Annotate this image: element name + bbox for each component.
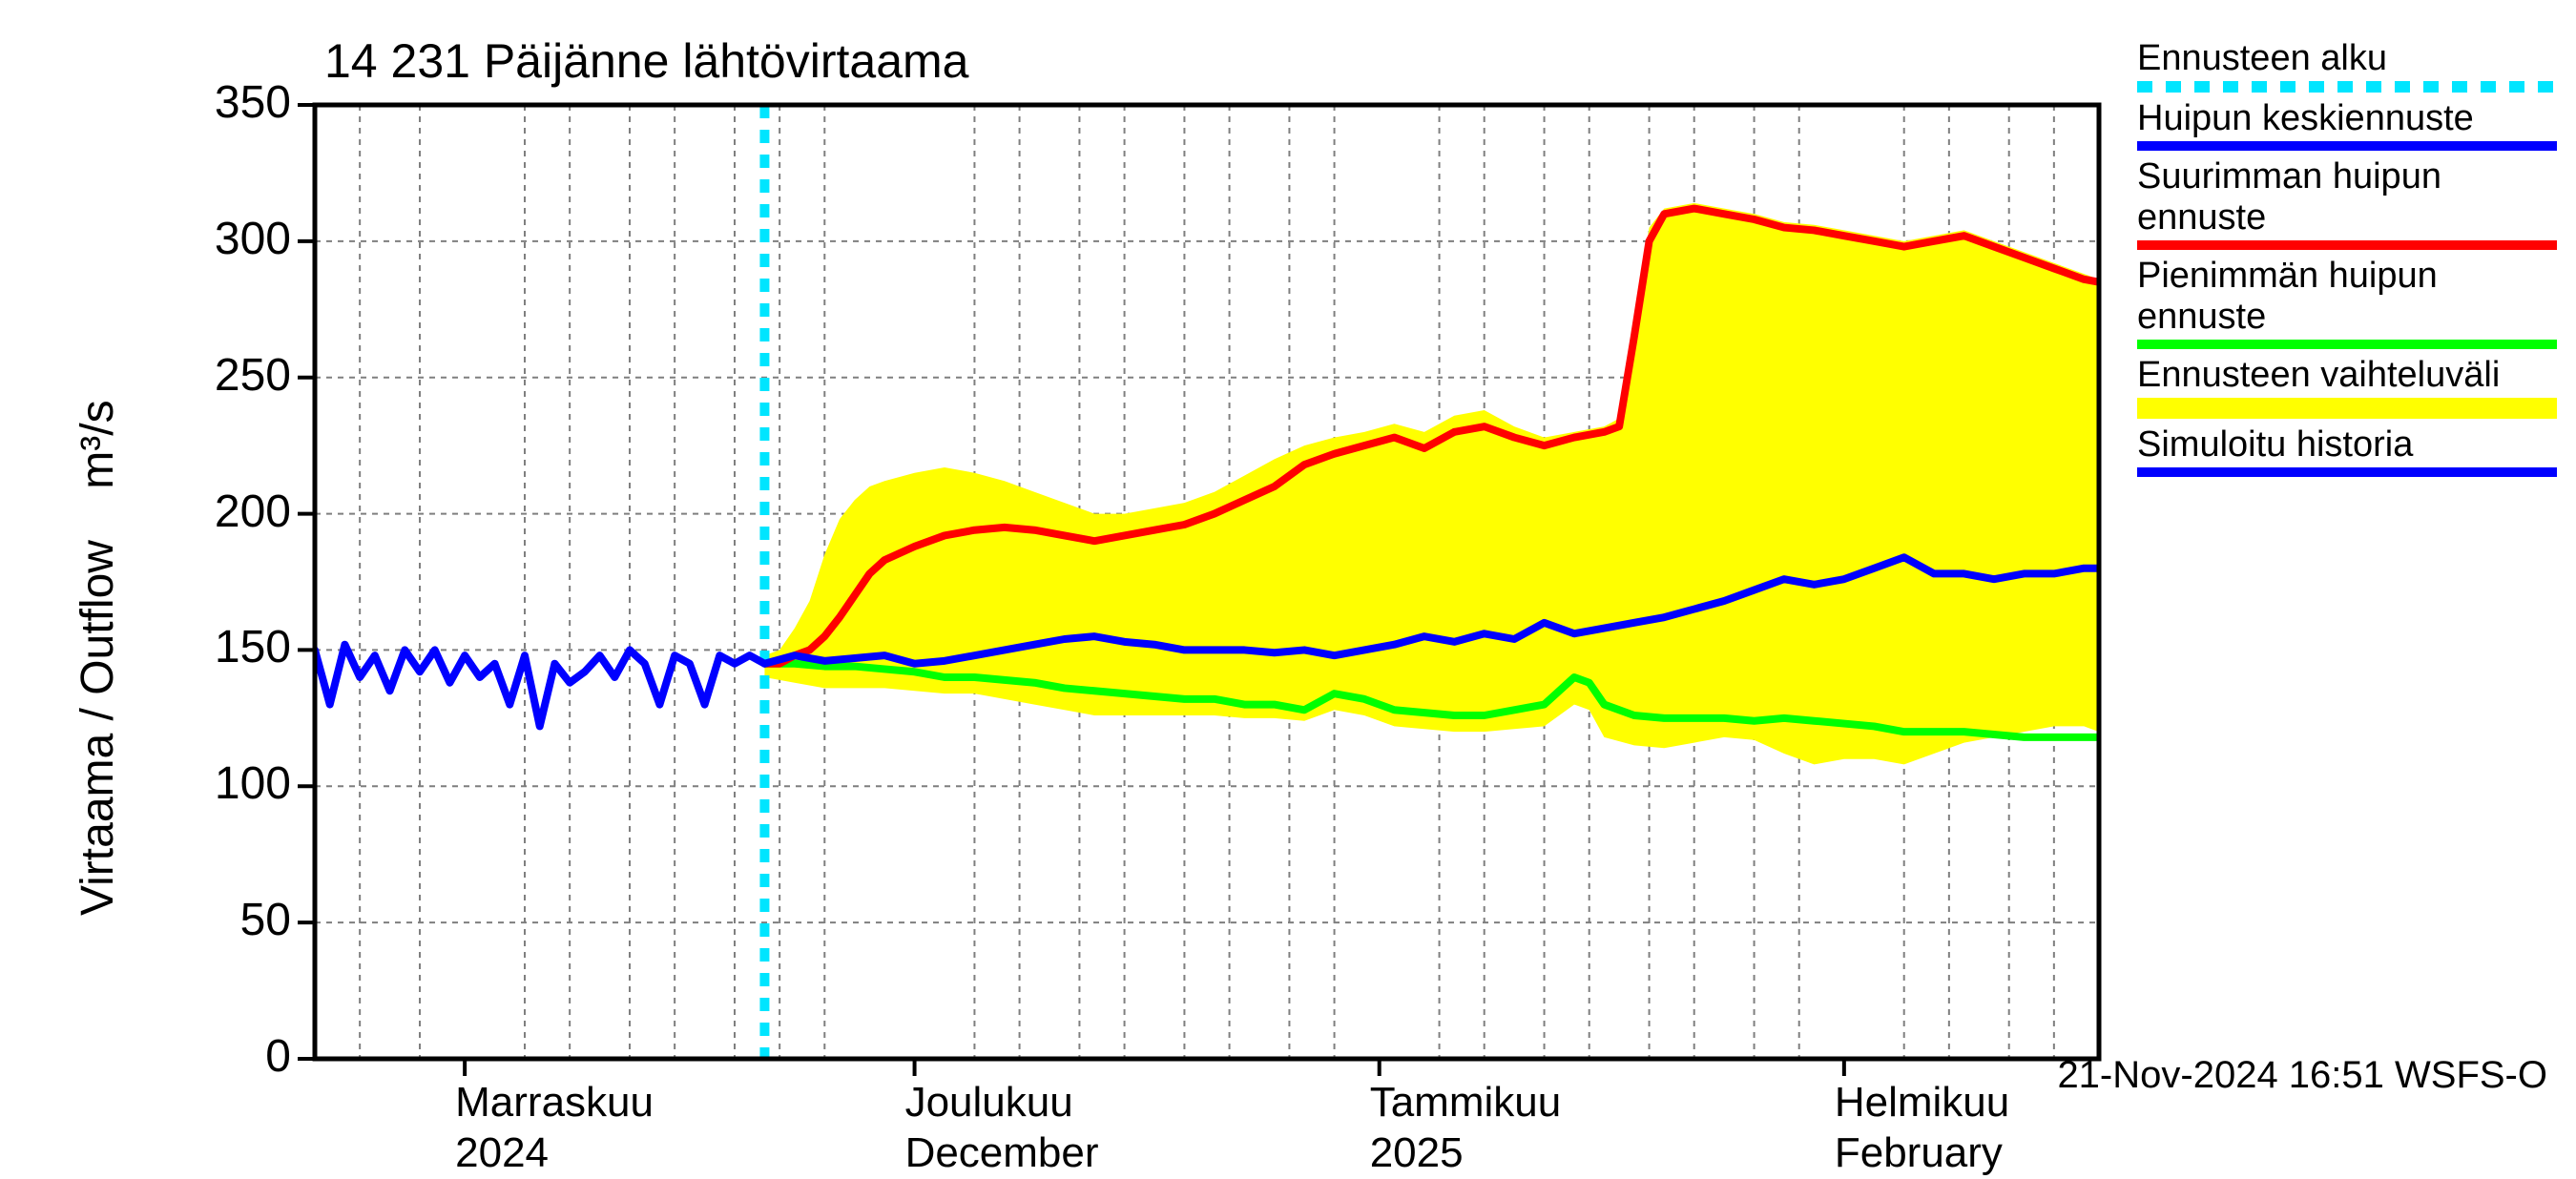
legend-label: Simuloitu historia <box>2137 424 2557 465</box>
y-tick-label: 50 <box>181 894 291 946</box>
x-tick-label: Marraskuu 2024 <box>455 1078 654 1179</box>
legend-entry: Simuloitu historia <box>2137 424 2557 477</box>
legend: Ennusteen alku Huipun keskiennuste Suurimm… <box>2137 38 2557 483</box>
render-timestamp: 21-Nov-2024 16:51 WSFS-O <box>2057 1054 2547 1097</box>
legend-entry: Ennusteen alku <box>2137 38 2557 93</box>
legend-entry: Pienimmän huipun ennuste <box>2137 256 2557 349</box>
legend-swatch <box>2137 467 2557 477</box>
legend-label: Suurimman huipun ennuste <box>2137 156 2557 238</box>
legend-swatch <box>2137 141 2557 151</box>
legend-swatch <box>2137 398 2557 419</box>
chart-container: 14 231 Päijänne lähtövirtaama Virtaama /… <box>0 0 2576 1145</box>
x-tick-label: Joulukuu December <box>905 1078 1099 1179</box>
legend-label: Huipun keskiennuste <box>2137 98 2557 139</box>
y-tick-label: 100 <box>181 757 291 810</box>
legend-swatch <box>2137 340 2557 349</box>
x-tick-label: Helmikuu February <box>1835 1078 2009 1179</box>
legend-label: Pienimmän huipun ennuste <box>2137 256 2557 338</box>
y-tick-label: 150 <box>181 621 291 673</box>
y-tick-label: 350 <box>181 76 291 129</box>
legend-entry: Suurimman huipun ennuste <box>2137 156 2557 250</box>
legend-entry: Ennusteen vaihteluväli <box>2137 355 2557 419</box>
legend-swatch <box>2137 240 2557 250</box>
y-tick-label: 200 <box>181 486 291 538</box>
y-tick-label: 250 <box>181 349 291 402</box>
x-tick-label: Tammikuu 2025 <box>1370 1078 1562 1179</box>
legend-label: Ennusteen alku <box>2137 38 2557 79</box>
legend-entry: Huipun keskiennuste <box>2137 98 2557 151</box>
y-tick-label: 300 <box>181 213 291 265</box>
y-tick-label: 0 <box>181 1030 291 1083</box>
legend-label: Ennusteen vaihteluväli <box>2137 355 2557 396</box>
legend-swatch <box>2137 81 2557 93</box>
